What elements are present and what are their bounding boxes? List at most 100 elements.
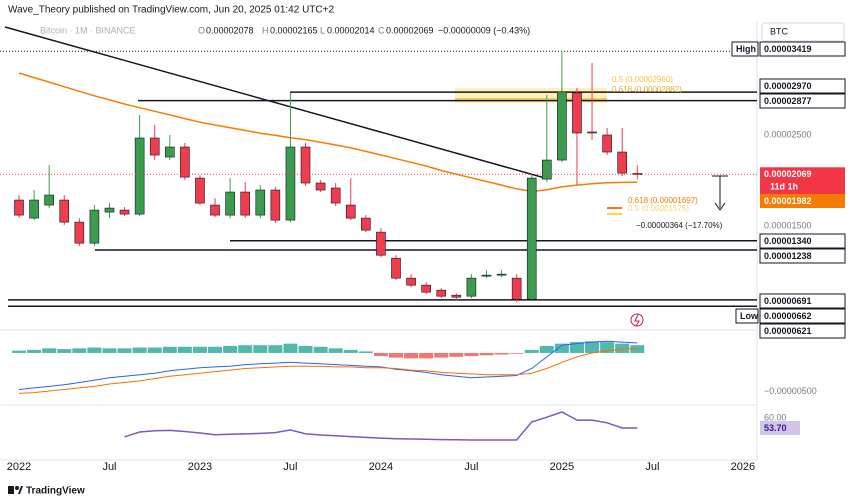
histogram-bar	[404, 352, 419, 359]
o-value: 0.00002078	[206, 25, 254, 35]
level-label: 0.00001238	[764, 251, 812, 261]
level-label: 0.00002970	[764, 81, 812, 91]
histogram-bar	[223, 345, 238, 353]
candle-body	[541, 159, 552, 180]
ma-label-box	[760, 194, 845, 208]
fib-label: 0.618 (0.00002882)	[612, 85, 682, 94]
low-value: 0.00000662	[764, 311, 812, 321]
histogram-bar	[434, 352, 449, 358]
candle-body	[511, 277, 522, 300]
histogram-bar	[509, 352, 524, 354]
candle-body	[74, 221, 85, 244]
histogram-bar	[162, 346, 177, 353]
candle-body	[240, 191, 250, 216]
event-icon[interactable]	[630, 313, 644, 327]
level-label: 0.00002877	[764, 96, 812, 106]
candle-body	[104, 207, 115, 213]
countdown: 11d 1h	[770, 182, 798, 192]
candle-body	[391, 257, 401, 279]
histogram-bar	[313, 346, 328, 353]
level-label: 0.00000621	[764, 326, 812, 336]
candle-body	[451, 294, 462, 298]
histogram-bar	[57, 349, 72, 353]
h-value: 0.00002165	[270, 25, 318, 35]
price-label: 0.00002069	[764, 169, 812, 179]
low-tag: Low	[740, 311, 759, 321]
y-tick-label: −0.00000500	[764, 386, 817, 396]
candle-body	[526, 177, 537, 300]
histogram-bar	[479, 352, 494, 356]
level-label: 0.00001340	[764, 236, 812, 246]
measure-arrow-head	[714, 202, 726, 211]
histogram-bar	[238, 345, 253, 353]
x-tick-label: 2024	[369, 461, 393, 473]
histogram-bar	[177, 346, 192, 353]
trendline	[4, 26, 546, 179]
indicator-line	[18, 340, 638, 390]
candle-body	[119, 209, 130, 215]
high-value: 0.00003419	[764, 44, 812, 54]
histogram-bar	[494, 352, 509, 355]
price-label-box	[760, 167, 845, 195]
symbol: Bitcoin · 1M · BINANCE	[40, 25, 136, 35]
histogram-bar	[192, 346, 207, 353]
candle-body	[421, 284, 431, 293]
high-tag-box	[731, 41, 759, 57]
candle-body	[345, 204, 356, 219]
high-tag: High	[736, 44, 756, 54]
histogram-bar	[630, 345, 645, 353]
candle-body	[330, 187, 341, 204]
change: −0.00000009 (−0.43%)	[438, 25, 530, 35]
histogram-bar	[42, 348, 57, 353]
histogram-bar	[117, 348, 132, 353]
histogram-bar	[358, 351, 373, 353]
candle-body	[496, 273, 507, 276]
histogram-bar	[539, 345, 554, 353]
l-label: L	[320, 25, 325, 35]
c-label: C	[378, 25, 385, 35]
o-label: O	[198, 25, 205, 35]
candle-body	[195, 177, 205, 204]
y-tick-label: 0.00002500	[764, 129, 812, 139]
level-label-box	[759, 233, 846, 249]
histogram-bar	[389, 352, 403, 358]
candle-body	[632, 173, 643, 175]
low-tag-box	[735, 308, 759, 324]
histogram-bar	[208, 346, 223, 353]
candle-body	[59, 199, 70, 223]
y-tick-label: 0.00001500	[764, 220, 812, 230]
x-tick-label: Jul	[464, 461, 478, 473]
level-label-box	[759, 323, 846, 339]
level-label-box	[759, 248, 846, 264]
histogram-bar	[464, 352, 479, 357]
x-tick-label: 2026	[731, 461, 755, 473]
h-label: H	[262, 25, 269, 35]
histogram-bar	[524, 349, 539, 353]
candle-body	[29, 199, 39, 219]
x-tick-label: 2025	[550, 461, 574, 473]
l-value: 0.00002014	[327, 25, 375, 35]
candle-body	[587, 131, 597, 134]
histogram-bar	[27, 349, 42, 353]
currency-box[interactable]	[761, 22, 845, 42]
candle-body	[225, 191, 235, 216]
candle-body	[466, 277, 477, 297]
histogram-bar	[298, 345, 313, 353]
candle-body	[406, 277, 416, 286]
histogram-bar	[132, 347, 147, 353]
histogram-bar	[449, 352, 464, 357]
x-tick-label: Jul	[283, 461, 297, 473]
footer-logo	[8, 486, 23, 494]
candle-body	[255, 189, 266, 216]
level-label-box	[759, 78, 846, 94]
histogram-bar	[147, 347, 162, 353]
level-label-box	[759, 293, 846, 309]
candle-body	[180, 146, 190, 178]
ma-label: 0.00001982	[764, 196, 812, 206]
histogram-bar	[615, 343, 630, 353]
fib-label: 0.5 (0.00002960)	[612, 75, 673, 84]
candle-body	[557, 91, 567, 161]
candle-body	[165, 146, 175, 158]
